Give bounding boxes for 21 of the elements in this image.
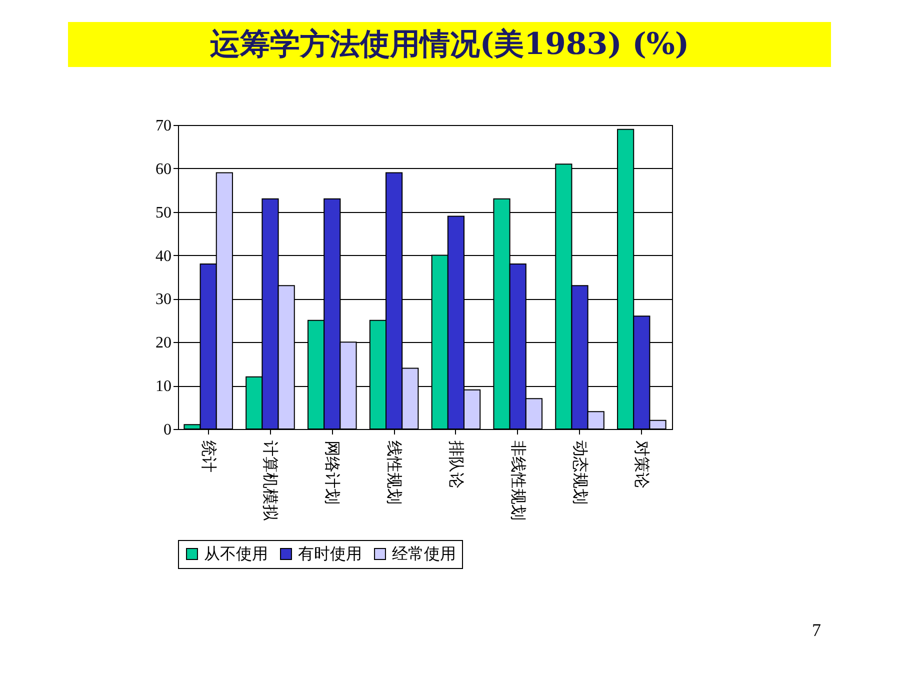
y-tick-label: 40: [156, 248, 172, 265]
y-tick-label: 30: [156, 291, 172, 308]
x-tick-label: 计算机模拟: [261, 440, 280, 522]
x-tick-label: 线性规划: [385, 440, 404, 504]
y-tick-label: 70: [156, 118, 172, 134]
legend-label: 有时使用: [298, 544, 362, 563]
x-tick-label: 对策论: [632, 440, 652, 488]
legend-label: 经常使用: [392, 544, 456, 563]
text: 7: [812, 620, 821, 641]
x-tick-label: 统计: [199, 440, 218, 472]
y-tick-label: 60: [156, 160, 172, 178]
x-tick-label: 排队论: [446, 440, 466, 488]
x-tick-label: 非线性规划: [508, 440, 528, 520]
y-tick-label: 10: [156, 378, 172, 396]
x-tick-label: 网络计划: [323, 440, 342, 504]
y-tick-label: 0: [164, 422, 172, 438]
legend-label: 从不使用: [204, 544, 268, 563]
y-tick-label: 20: [156, 334, 172, 352]
y-tick-label: 50: [156, 204, 172, 222]
chart-title: 运筹学方法使用情况(美1983) (%): [68, 22, 831, 67]
x-tick-label: 动态规划: [570, 440, 590, 504]
